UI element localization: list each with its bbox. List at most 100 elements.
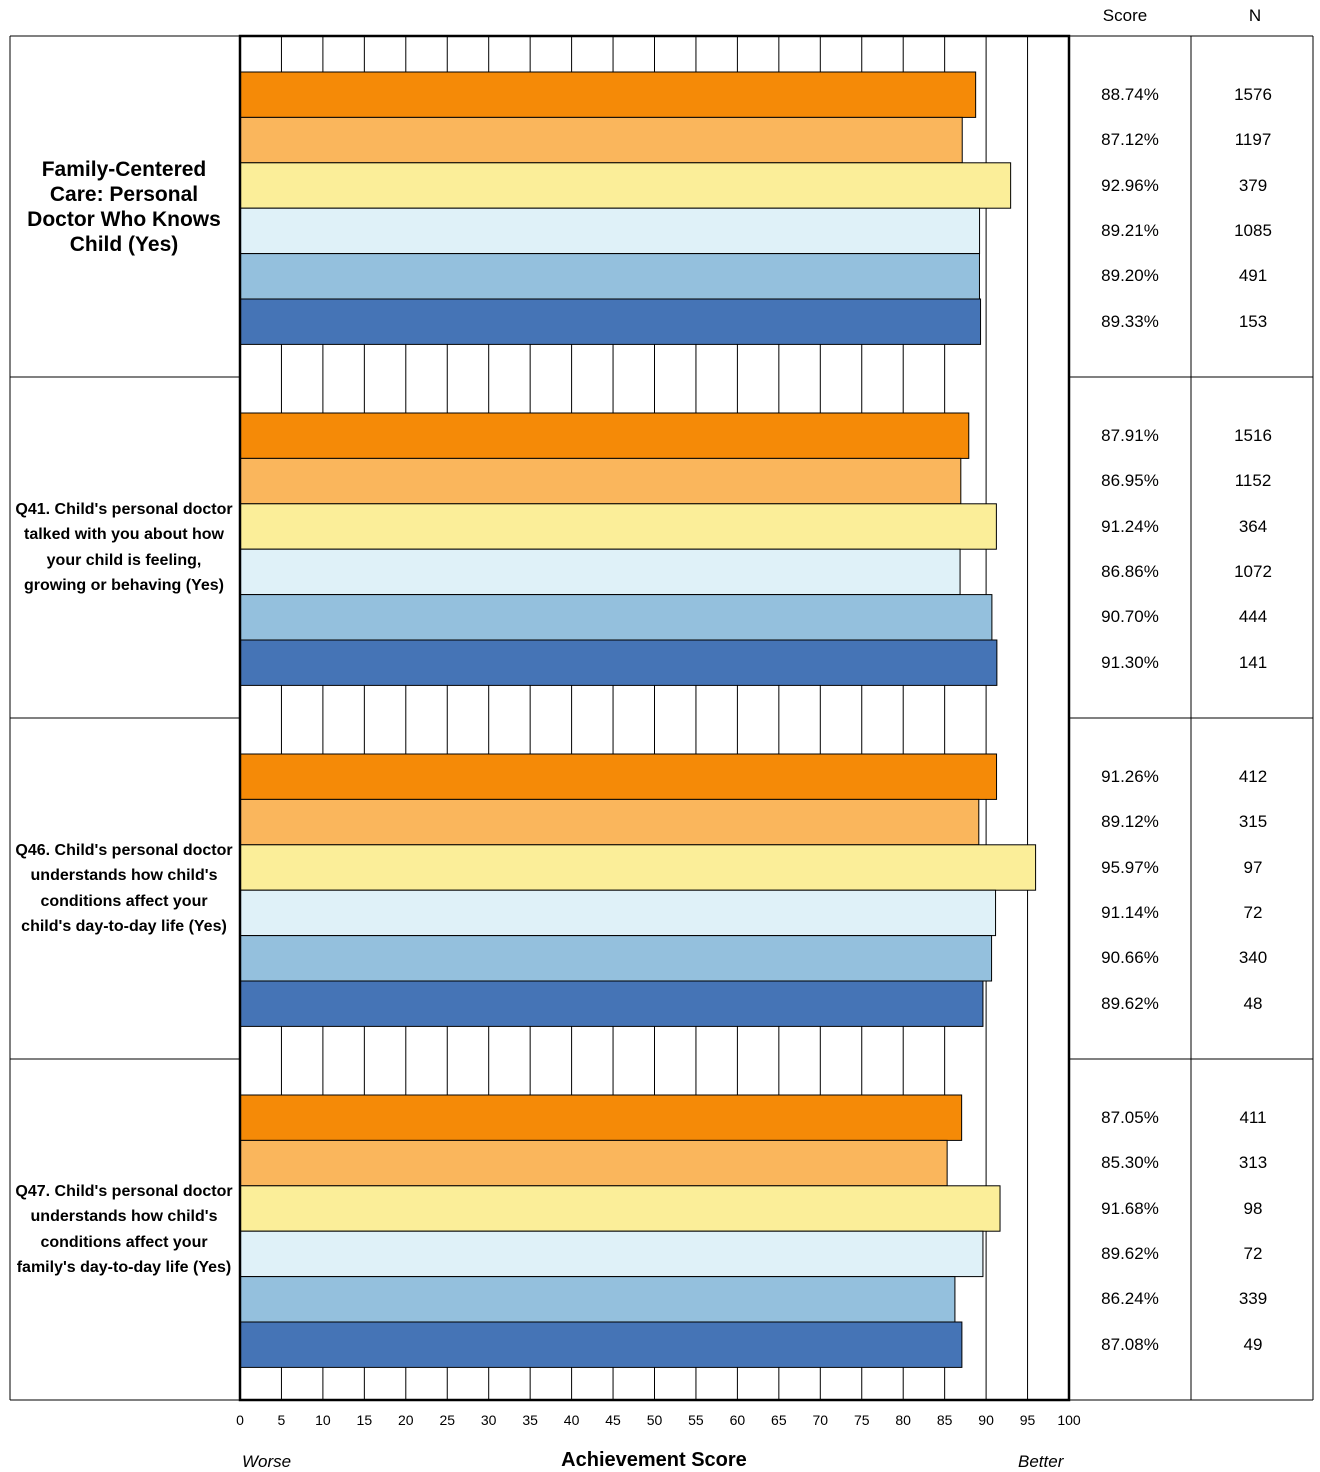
- score-value: 89.62%: [1101, 993, 1159, 1013]
- n-value: 72: [1243, 902, 1263, 922]
- x-tick-label: 100: [1057, 1412, 1081, 1428]
- x-tick-label: 60: [729, 1412, 746, 1428]
- bar: [239, 457, 962, 505]
- x-tick-label: 0: [236, 1412, 244, 1428]
- n-value: 153: [1238, 311, 1268, 331]
- score-value: 86.86%: [1101, 561, 1159, 581]
- n-value: 98: [1243, 1198, 1263, 1218]
- bar: [239, 162, 1012, 209]
- bar: [239, 116, 963, 164]
- score-value: 87.12%: [1101, 130, 1159, 150]
- n-value: 1085: [1234, 220, 1272, 240]
- bar: [239, 503, 997, 550]
- group-label: Q47. Child's personal doctor understands…: [15, 1182, 233, 1277]
- x-tick-label: 85: [936, 1412, 953, 1428]
- score-value: 87.91%: [1101, 425, 1159, 445]
- x-tick-label: 80: [895, 1412, 911, 1428]
- n-value: 141: [1238, 652, 1268, 672]
- n-value: 411: [1239, 1107, 1267, 1127]
- bar: [239, 298, 982, 345]
- x-tick-label: 25: [439, 1412, 456, 1428]
- score-value: 89.21%: [1101, 220, 1159, 240]
- x-tick-label: 20: [398, 1412, 414, 1428]
- x-tick-label: 35: [522, 1412, 538, 1428]
- score-value: 95.97%: [1101, 857, 1159, 877]
- bar: [239, 1139, 948, 1187]
- x-tick-label: 75: [853, 1412, 870, 1428]
- x-tick-label: 30: [480, 1412, 497, 1428]
- score-column-header: Score: [1102, 6, 1148, 25]
- bar: [239, 935, 993, 982]
- score-value: 91.30%: [1101, 652, 1159, 672]
- bar: [239, 207, 981, 255]
- n-value: 1152: [1234, 471, 1272, 491]
- bar: [239, 1094, 963, 1141]
- n-value: 48: [1243, 993, 1263, 1013]
- x-tick-label: 70: [812, 1412, 829, 1428]
- bar: [239, 798, 980, 846]
- score-value: 90.70%: [1101, 607, 1159, 627]
- bar: [239, 253, 980, 300]
- bar: [239, 1230, 984, 1278]
- x-tick-label: 65: [771, 1412, 787, 1428]
- plot-frame: [238, 34, 1071, 1402]
- bar: [239, 412, 970, 459]
- n-value: 1197: [1234, 130, 1272, 150]
- n-value: 339: [1238, 1289, 1268, 1309]
- x-tick-label: 5: [277, 1412, 286, 1428]
- n-value: 49: [1243, 1334, 1263, 1354]
- x-tick-label: 15: [356, 1412, 373, 1428]
- n-column-header: N: [1248, 6, 1262, 25]
- x-tick-label: 45: [605, 1412, 621, 1428]
- score-value: 87.05%: [1101, 1107, 1159, 1127]
- bar: [239, 71, 977, 118]
- score-value: 91.68%: [1101, 1198, 1159, 1218]
- n-value: 1576: [1234, 84, 1272, 104]
- bar: [239, 889, 997, 937]
- score-value: 87.08%: [1101, 1334, 1159, 1354]
- n-value: 72: [1243, 1243, 1263, 1263]
- score-value: 89.33%: [1101, 311, 1159, 331]
- score-value: 89.20%: [1101, 266, 1159, 286]
- n-value: 1516: [1234, 425, 1272, 445]
- n-value: 97: [1243, 857, 1263, 877]
- bar: [239, 844, 1037, 891]
- n-value: 315: [1238, 812, 1268, 832]
- score-value: 91.26%: [1101, 766, 1159, 786]
- x-tick-label: 90: [978, 1412, 994, 1428]
- x-tick-label: 55: [688, 1412, 704, 1428]
- worse-label: Worse: [242, 1452, 292, 1471]
- bar: [239, 548, 961, 596]
- bar: [239, 1321, 963, 1368]
- bar: [239, 1185, 1001, 1232]
- group-label: Q46. Child's personal doctor understands…: [15, 841, 233, 936]
- bar: [239, 980, 984, 1027]
- x-tick-label: 50: [646, 1412, 663, 1428]
- group-label: Q41. Child's personal doctor talked with…: [15, 500, 233, 595]
- n-value: 491: [1238, 266, 1268, 286]
- n-value: 379: [1238, 175, 1268, 195]
- score-value: 86.24%: [1101, 1289, 1159, 1309]
- x-tick-label: 95: [1019, 1412, 1036, 1428]
- score-value: 88.74%: [1101, 84, 1159, 104]
- n-value: 340: [1238, 948, 1268, 968]
- bar: [239, 639, 998, 686]
- bar: [239, 753, 998, 800]
- bar: [239, 1276, 956, 1323]
- n-value: 1072: [1234, 561, 1272, 581]
- better-label: Better: [1018, 1452, 1064, 1471]
- n-value: 364: [1238, 516, 1268, 536]
- n-value: 412: [1238, 766, 1268, 786]
- bar: [239, 594, 993, 641]
- group-label: Family-Centered Care: Personal Doctor Wh…: [27, 157, 221, 256]
- score-value: 91.14%: [1101, 902, 1159, 922]
- n-value: 313: [1238, 1153, 1268, 1173]
- score-value: 90.66%: [1101, 948, 1159, 968]
- score-value: 89.62%: [1101, 1243, 1159, 1263]
- x-tick-label: 40: [563, 1412, 580, 1428]
- score-value: 86.95%: [1101, 471, 1159, 491]
- score-value: 85.30%: [1101, 1153, 1159, 1173]
- n-value: 444: [1238, 607, 1268, 627]
- x-tick-label: 10: [315, 1412, 331, 1428]
